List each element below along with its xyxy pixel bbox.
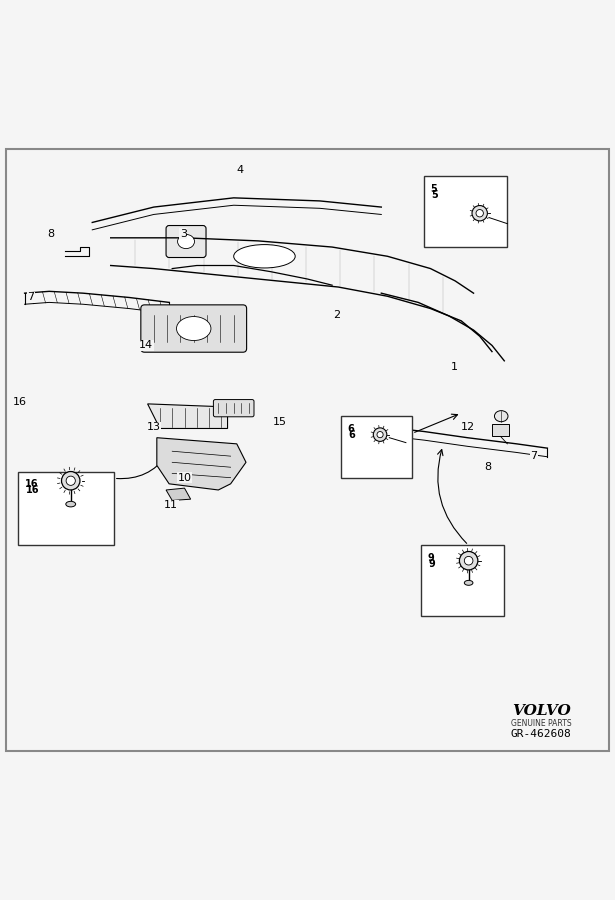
Text: 6: 6 (349, 429, 355, 440)
Text: 8: 8 (47, 229, 54, 238)
Ellipse shape (177, 317, 211, 340)
Text: 5: 5 (432, 190, 438, 200)
Ellipse shape (459, 552, 478, 570)
Text: 9: 9 (427, 553, 434, 562)
Text: 16: 16 (26, 485, 39, 495)
Ellipse shape (66, 501, 76, 507)
Ellipse shape (476, 210, 483, 217)
Text: 4: 4 (236, 165, 244, 175)
Ellipse shape (178, 234, 194, 248)
Text: 14: 14 (140, 340, 153, 350)
Text: 12: 12 (461, 422, 474, 432)
Bar (424, 176, 507, 247)
Text: GR-462608: GR-462608 (511, 729, 571, 739)
Text: 3: 3 (180, 229, 187, 238)
FancyBboxPatch shape (141, 305, 247, 352)
Ellipse shape (373, 428, 387, 441)
Ellipse shape (472, 205, 488, 220)
Text: 13: 13 (147, 422, 161, 432)
FancyBboxPatch shape (166, 226, 206, 257)
Text: 10: 10 (178, 472, 191, 482)
Ellipse shape (66, 476, 76, 485)
Ellipse shape (494, 410, 508, 422)
Text: 9: 9 (429, 559, 435, 569)
Ellipse shape (464, 556, 473, 565)
Text: 6: 6 (347, 424, 354, 434)
Text: 16: 16 (25, 479, 38, 489)
Text: 7: 7 (27, 292, 34, 302)
Text: 5: 5 (430, 184, 437, 194)
Text: GENUINE PARTS: GENUINE PARTS (511, 719, 571, 728)
Bar (18, 472, 114, 545)
Text: 11: 11 (164, 500, 178, 510)
FancyBboxPatch shape (213, 400, 254, 417)
Polygon shape (148, 404, 228, 428)
Text: 16: 16 (13, 397, 26, 407)
Text: 8: 8 (484, 462, 491, 472)
Text: 7: 7 (530, 451, 538, 461)
Polygon shape (157, 437, 246, 490)
Bar (492, 424, 509, 436)
Bar (421, 545, 504, 616)
Ellipse shape (464, 580, 473, 585)
Text: 1: 1 (450, 362, 458, 372)
Text: VOLVO: VOLVO (512, 705, 571, 718)
Text: 15: 15 (273, 418, 287, 428)
Ellipse shape (62, 472, 80, 490)
Polygon shape (166, 488, 191, 500)
Bar (341, 416, 412, 478)
FancyBboxPatch shape (6, 148, 609, 751)
Text: 2: 2 (333, 310, 341, 320)
Ellipse shape (377, 431, 383, 437)
Ellipse shape (234, 245, 295, 268)
